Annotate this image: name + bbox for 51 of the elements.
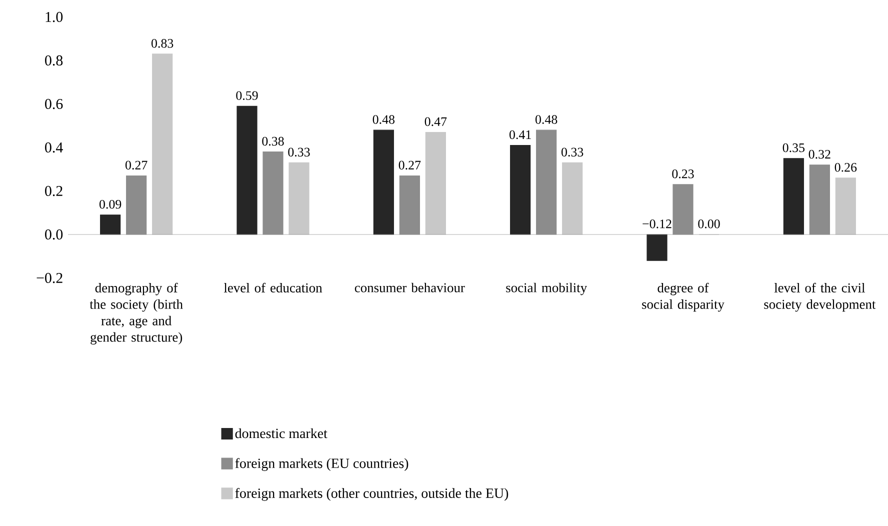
legend-label: foreign markets (other countries, outside the EU)	[235, 488, 508, 501]
y-tick-label: 0.0	[45, 229, 63, 240]
x-tick-label: degree of social disparity	[642, 282, 724, 312]
x-tick-label: level of education	[224, 282, 322, 292]
data-label: 0.47	[424, 117, 447, 126]
bar	[536, 130, 557, 235]
data-label: 0.59	[236, 91, 258, 100]
bar	[262, 152, 284, 235]
bar	[672, 184, 694, 235]
bar	[835, 178, 856, 235]
legend-label: domestic market	[235, 428, 328, 438]
data-label: 0.32	[808, 150, 830, 159]
bar	[510, 145, 531, 235]
x-tick-label: social mobility	[506, 282, 588, 296]
bar	[152, 54, 173, 235]
y-tick-label: 0.8	[45, 55, 63, 66]
bar	[373, 130, 394, 235]
bar	[126, 175, 147, 235]
data-label: 0.35	[782, 143, 804, 152]
data-label: 0.48	[372, 115, 395, 124]
bar	[236, 106, 258, 235]
bar	[783, 158, 804, 235]
y-tick-label: −0.2	[36, 272, 62, 284]
data-label: 0.27	[398, 160, 421, 170]
data-label: 0.33	[288, 148, 310, 157]
data-label: −0.12	[642, 220, 672, 228]
data-label: 0.27	[126, 160, 148, 170]
bar	[288, 162, 310, 235]
legend-label: foreign markets (EU countries)	[235, 458, 408, 471]
bar	[646, 234, 668, 261]
data-label: 0.83	[152, 38, 174, 48]
x-tick-label: demography of the society (birth rate, age and gender structure)	[90, 282, 183, 345]
bar	[399, 175, 420, 235]
y-tick-label: 1.0	[46, 12, 63, 22]
x-tick-label: consumer behaviour	[354, 282, 465, 292]
data-label: 0.48	[536, 115, 558, 124]
data-label: 0.26	[834, 162, 857, 172]
data-label: 0.00	[698, 220, 720, 228]
data-label: 0.33	[562, 148, 584, 157]
data-label: 0.41	[510, 130, 531, 140]
bar	[562, 162, 583, 235]
y-tick-label: 0.4	[45, 142, 63, 153]
data-label: 0.38	[262, 136, 284, 146]
data-label: 0.09	[100, 200, 122, 209]
bar	[100, 214, 121, 235]
y-tick-label: 0.2	[45, 186, 62, 196]
bar	[809, 164, 830, 235]
data-label: 0.23	[672, 169, 694, 178]
y-tick-label: 0.6	[45, 98, 63, 110]
bar	[425, 132, 446, 235]
x-tick-label: level of the civil society development	[764, 282, 876, 312]
